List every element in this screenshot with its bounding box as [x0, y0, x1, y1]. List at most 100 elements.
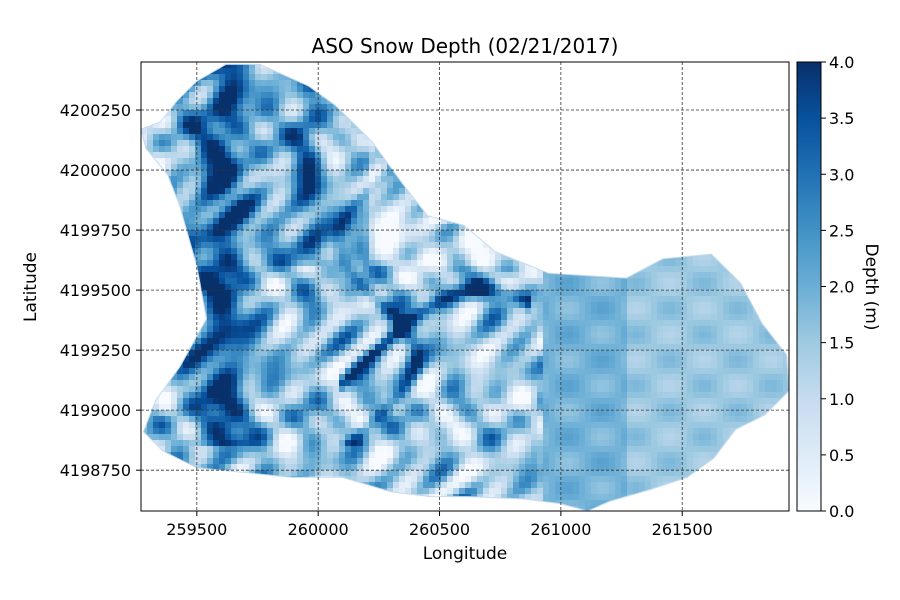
depth-cell [333, 86, 340, 93]
depth-cell [255, 92, 262, 99]
depth-cell [309, 170, 316, 177]
depth-cell [585, 152, 592, 159]
depth-cell [657, 152, 664, 159]
depth-cell [453, 206, 460, 213]
depth-cell [387, 212, 394, 219]
depth-cell [507, 194, 514, 201]
depth-cell [369, 290, 376, 297]
depth-cell [441, 242, 448, 249]
depth-cell [669, 236, 676, 243]
depth-cell [693, 224, 700, 231]
depth-cell [321, 86, 328, 93]
depth-cell [165, 164, 172, 171]
depth-cell [249, 80, 256, 87]
depth-cell [405, 92, 412, 99]
depth-cell [753, 236, 760, 243]
depth-cell [705, 116, 712, 123]
depth-cell [339, 272, 346, 279]
depth-cell [591, 224, 598, 231]
depth-cell [777, 182, 784, 189]
depth-cell [159, 68, 166, 75]
depth-cell [639, 122, 646, 129]
depth-cell [171, 332, 178, 339]
depth-cell [567, 104, 574, 111]
depth-cell [303, 158, 310, 165]
depth-cell [519, 68, 526, 75]
depth-cell [231, 128, 238, 135]
depth-cell [573, 254, 580, 261]
depth-cell [171, 296, 178, 303]
depth-cell [759, 110, 766, 117]
depth-cell [507, 224, 514, 231]
depth-cell [417, 296, 424, 303]
depth-cell [777, 116, 784, 123]
depth-cell [333, 164, 340, 171]
depth-cell [357, 104, 364, 111]
depth-cell [657, 158, 664, 165]
depth-cell [231, 122, 238, 129]
depth-cell [231, 230, 238, 237]
depth-cell [219, 116, 226, 123]
depth-cell [555, 314, 562, 321]
depth-cell [489, 104, 496, 111]
depth-cell [561, 86, 568, 93]
depth-cell [183, 206, 190, 213]
depth-cell [471, 254, 478, 261]
depth-cell [495, 242, 502, 249]
depth-cell [153, 128, 160, 135]
depth-cell [381, 98, 388, 105]
depth-cell [363, 236, 370, 243]
depth-cell [525, 68, 532, 75]
depth-cell [213, 176, 220, 183]
depth-cell [753, 128, 760, 135]
depth-cell [525, 200, 532, 207]
depth-cell [423, 314, 430, 321]
depth-cell [303, 140, 310, 147]
depth-cell [201, 110, 208, 117]
depth-cell [423, 110, 430, 117]
depth-cell [309, 146, 316, 153]
depth-cell [225, 302, 232, 309]
depth-cell [657, 74, 664, 81]
depth-cell [237, 290, 244, 297]
depth-cell [621, 116, 628, 123]
depth-cell [243, 146, 250, 153]
depth-cell [735, 284, 742, 291]
depth-cell [243, 338, 250, 345]
depth-cell [717, 266, 724, 273]
depth-cell [483, 158, 490, 165]
depth-cell [447, 188, 454, 195]
depth-cell [495, 320, 502, 327]
depth-cell [501, 320, 508, 327]
depth-cell [729, 170, 736, 177]
depth-cell [495, 74, 502, 81]
depth-cell [465, 116, 472, 123]
depth-cell [777, 104, 784, 111]
depth-cell [459, 260, 466, 267]
depth-cell [663, 188, 670, 195]
depth-cell [459, 164, 466, 171]
depth-cell [645, 64, 652, 69]
depth-cell [237, 128, 244, 135]
depth-cell [591, 110, 598, 117]
depth-cell [507, 98, 514, 105]
depth-cell [351, 122, 358, 129]
depth-cell [561, 200, 568, 207]
depth-cell [237, 248, 244, 255]
depth-cell [501, 242, 508, 249]
depth-cell [477, 290, 484, 297]
depth-cell [603, 68, 610, 75]
depth-cell [297, 122, 304, 129]
depth-cell [375, 248, 382, 255]
depth-cell [609, 296, 616, 303]
depth-cell [597, 176, 604, 183]
depth-cell [615, 326, 622, 333]
depth-cell [531, 86, 538, 93]
depth-cell [597, 140, 604, 147]
depth-cell [333, 80, 340, 87]
depth-cell [561, 170, 568, 177]
depth-cell [723, 92, 730, 99]
depth-cell [549, 176, 556, 183]
depth-cell [465, 230, 472, 237]
